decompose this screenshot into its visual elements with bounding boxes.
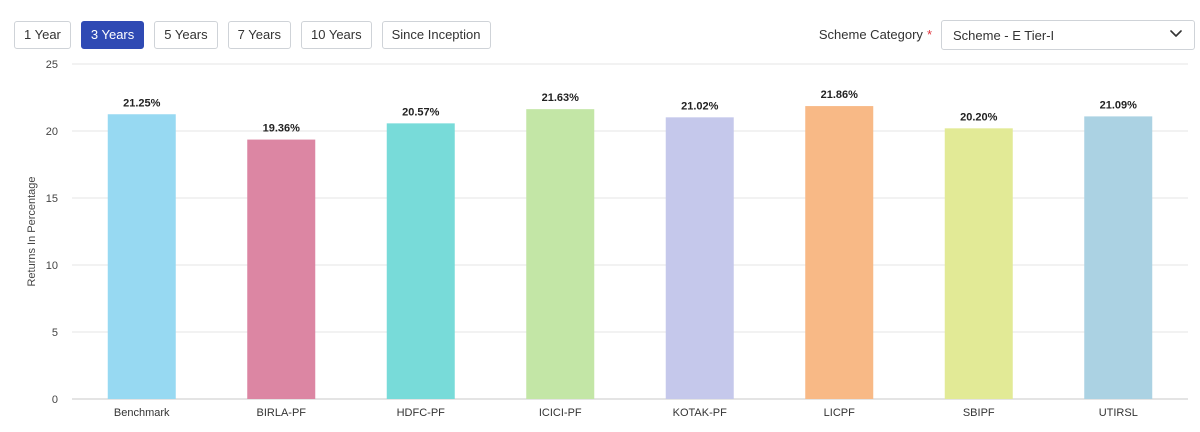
x-tick-label: ICICI-PF: [539, 407, 582, 419]
bar: [805, 106, 874, 400]
scheme-category-label: Scheme Category *: [819, 27, 932, 42]
scheme-category-select[interactable]: Scheme - E Tier-I: [941, 20, 1195, 50]
period-selector: 1 Year 3 Years 5 Years 7 Years 10 Years …: [14, 21, 491, 49]
y-tick-label: 15: [46, 193, 58, 205]
scheme-category-value: Scheme - E Tier-I: [953, 28, 1055, 43]
chevron-down-icon: [1170, 30, 1182, 37]
period-1-year-button[interactable]: 1 Year: [14, 21, 71, 49]
bar: [944, 128, 1013, 399]
data-label: 21.25%: [123, 97, 161, 109]
x-tick-label: BIRLA-PF: [256, 407, 306, 419]
x-tick-label: KOTAK-PF: [673, 407, 727, 419]
y-tick-label: 25: [46, 59, 58, 71]
data-label: 20.57%: [402, 106, 440, 118]
required-mark: *: [926, 27, 932, 42]
data-label: 21.86%: [821, 89, 859, 101]
bar: [665, 117, 734, 399]
data-label: 21.09%: [1100, 99, 1138, 111]
data-label: 21.63%: [542, 92, 580, 104]
period-3-years-button[interactable]: 3 Years: [80, 21, 145, 49]
x-tick-label: UTIRSL: [1099, 407, 1138, 419]
data-label: 19.36%: [263, 123, 301, 135]
y-tick-label: 5: [52, 327, 58, 339]
bar: [1084, 116, 1153, 400]
period-since-inception-button[interactable]: Since Inception: [381, 21, 491, 49]
bar: [247, 139, 316, 400]
x-tick-label: HDFC-PF: [397, 407, 446, 419]
x-tick-label: Benchmark: [114, 407, 170, 419]
period-7-years-button[interactable]: 7 Years: [227, 21, 291, 49]
x-tick-label: LICPF: [824, 407, 855, 419]
bar: [107, 114, 176, 399]
y-tick-label: 0: [52, 394, 58, 406]
period-10-years-button[interactable]: 10 Years: [301, 21, 372, 49]
bar: [386, 123, 455, 399]
period-5-years-button[interactable]: 5 Years: [154, 21, 218, 49]
y-tick-label: 20: [46, 126, 58, 138]
scheme-category-label-text: Scheme Category: [818, 27, 923, 42]
bar: [526, 109, 595, 400]
data-label: 21.02%: [681, 100, 719, 112]
y-tick-label: 10: [46, 260, 58, 272]
y-axis-title: Returns In Percentage: [26, 176, 38, 286]
x-tick-label: SBIPF: [963, 407, 995, 419]
data-label: 20.20%: [960, 111, 998, 123]
